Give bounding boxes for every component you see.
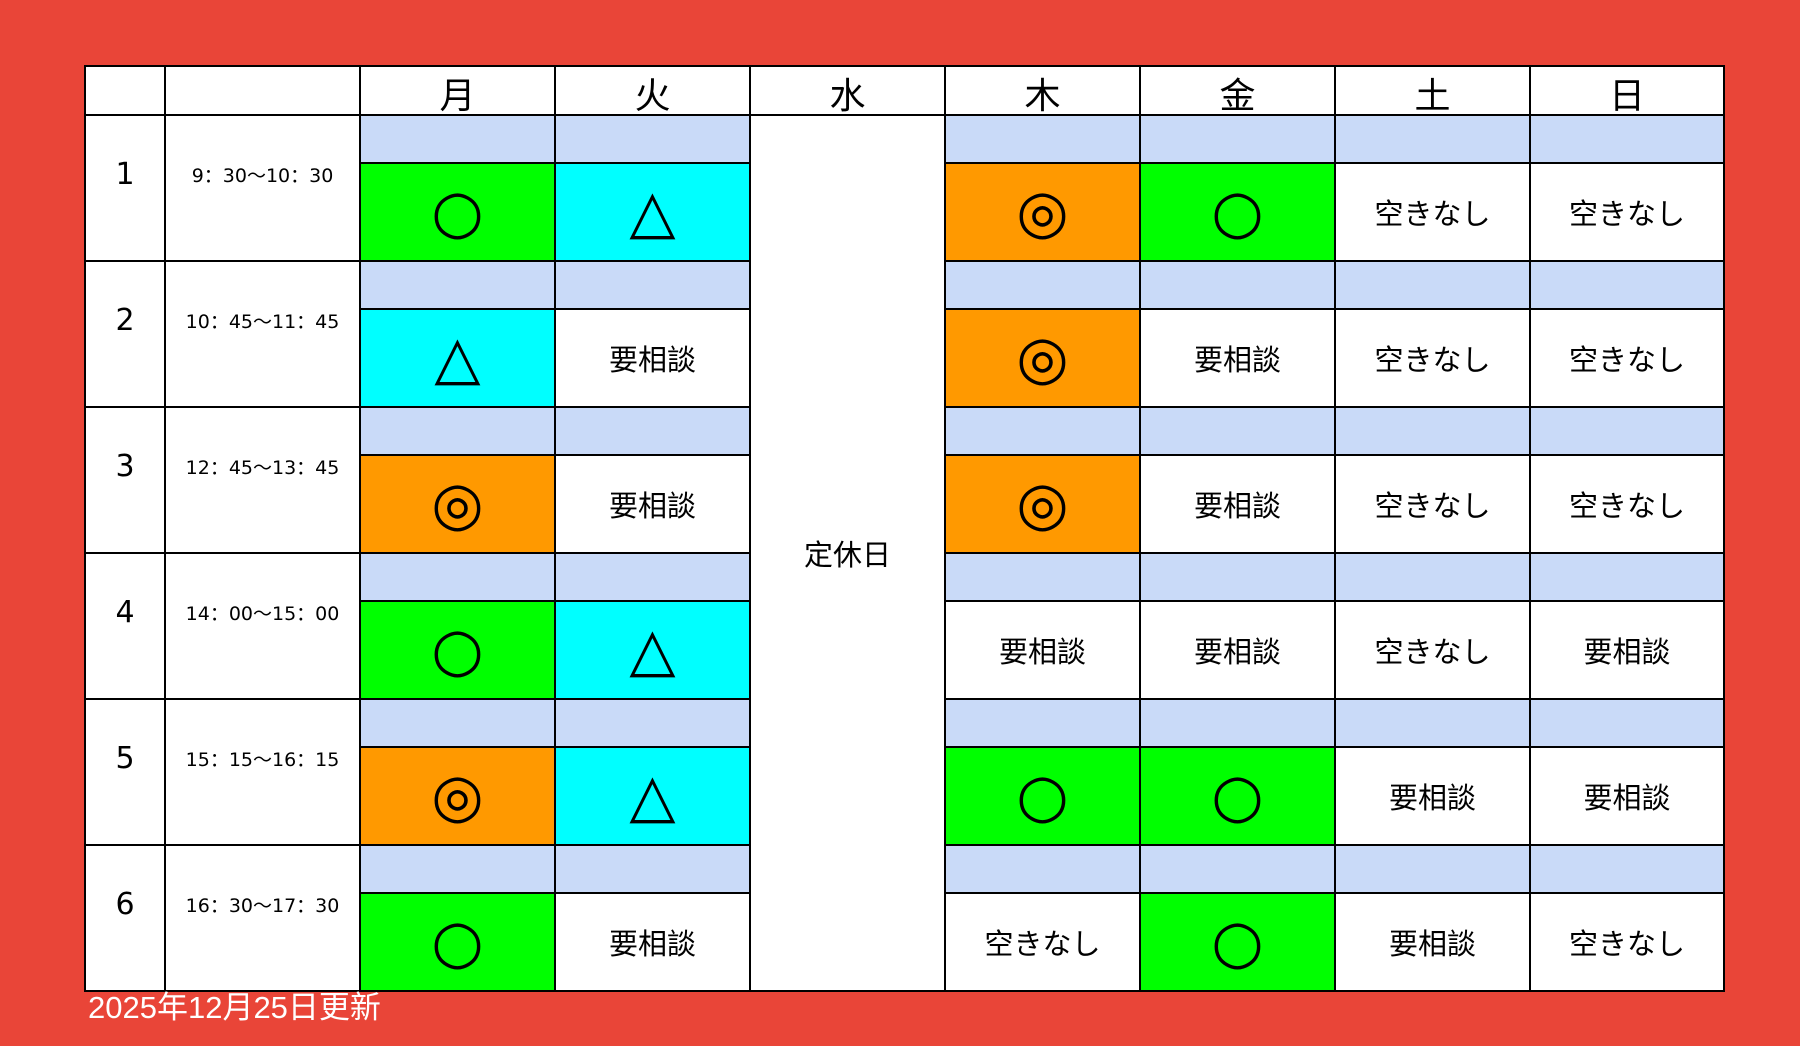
slot-subrow <box>1531 408 1723 454</box>
slot-subrow <box>946 408 1139 454</box>
header-day: 月 <box>361 67 554 117</box>
slot-subrow <box>946 116 1139 162</box>
slot-subrow <box>946 262 1139 308</box>
double-circle-available-icon[interactable]: ◎ <box>946 456 1139 552</box>
slot-subrow <box>946 846 1139 892</box>
full-cell[interactable]: 空きなし <box>1336 456 1529 552</box>
slot-subrow <box>361 116 554 162</box>
full-cell[interactable]: 空きなし <box>1531 894 1723 990</box>
slot-number: 5 <box>86 700 164 844</box>
slot-time: 16：30〜17：30 <box>166 846 359 990</box>
slot-subrow <box>556 700 749 746</box>
slot-number: 4 <box>86 554 164 698</box>
full-cell[interactable]: 空きなし <box>1531 164 1723 260</box>
full-cell[interactable]: 空きなし <box>1336 602 1529 698</box>
slot-subrow <box>556 262 749 308</box>
double-circle-available-icon[interactable]: ◎ <box>361 748 554 844</box>
triangle-few-icon[interactable]: △ <box>556 602 749 698</box>
circle-available-icon[interactable]: ○ <box>1141 894 1334 990</box>
slot-subrow <box>361 846 554 892</box>
header-day: 金 <box>1141 67 1334 117</box>
slot-subrow <box>1141 554 1334 600</box>
header-corner <box>86 67 164 114</box>
circle-available-icon[interactable]: ○ <box>1141 164 1334 260</box>
slot-subrow <box>361 408 554 454</box>
slot-subrow <box>1141 408 1334 454</box>
full-cell[interactable]: 空きなし <box>1336 164 1529 260</box>
consult-cell[interactable]: 要相談 <box>1141 456 1334 552</box>
slot-number: 1 <box>86 116 164 260</box>
slot-subrow <box>556 846 749 892</box>
header-day: 水 <box>751 67 944 117</box>
slot-subrow <box>556 554 749 600</box>
slot-number: 2 <box>86 262 164 406</box>
slot-subrow <box>1531 116 1723 162</box>
header-time <box>166 67 359 114</box>
slot-subrow <box>946 554 1139 600</box>
slot-subrow <box>1336 408 1529 454</box>
full-cell[interactable]: 空きなし <box>1531 310 1723 406</box>
slot-subrow <box>361 554 554 600</box>
consult-cell[interactable]: 要相談 <box>556 456 749 552</box>
full-cell[interactable]: 空きなし <box>946 894 1139 990</box>
slot-subrow <box>556 408 749 454</box>
full-cell[interactable]: 空きなし <box>1531 456 1723 552</box>
triangle-few-icon[interactable]: △ <box>556 164 749 260</box>
slot-subrow <box>1531 262 1723 308</box>
slot-time: 10：45〜11：45 <box>166 262 359 406</box>
slot-subrow <box>1336 116 1529 162</box>
consult-cell[interactable]: 要相談 <box>1531 748 1723 844</box>
consult-cell[interactable]: 要相談 <box>946 602 1139 698</box>
consult-cell[interactable]: 要相談 <box>556 310 749 406</box>
schedule-table: 月火水木金土日定休日 1 9：30〜10：30 ○ △ ◎ ○ 空きなし 空きなし 2 10：45〜… <box>84 65 1725 992</box>
double-circle-available-icon[interactable]: ◎ <box>946 310 1139 406</box>
slot-subrow <box>1336 262 1529 308</box>
slot-subrow <box>1531 700 1723 746</box>
consult-cell[interactable]: 要相談 <box>1141 602 1334 698</box>
double-circle-available-icon[interactable]: ◎ <box>946 164 1139 260</box>
slot-subrow <box>1531 554 1723 600</box>
slot-subrow <box>361 262 554 308</box>
circle-available-icon[interactable]: ○ <box>361 602 554 698</box>
slot-subrow <box>556 116 749 162</box>
header-day: 日 <box>1531 67 1723 117</box>
consult-cell[interactable]: 要相談 <box>1336 748 1529 844</box>
slot-subrow <box>1531 846 1723 892</box>
header-day: 火 <box>556 67 749 117</box>
consult-cell[interactable]: 要相談 <box>1336 894 1529 990</box>
double-circle-available-icon[interactable]: ◎ <box>361 456 554 552</box>
slot-number: 6 <box>86 846 164 990</box>
slot-subrow <box>1336 700 1529 746</box>
slot-subrow <box>1141 116 1334 162</box>
slot-subrow <box>1141 846 1334 892</box>
consult-cell[interactable]: 要相談 <box>1141 310 1334 406</box>
full-cell[interactable]: 空きなし <box>1336 310 1529 406</box>
slot-time: 15：15〜16：15 <box>166 700 359 844</box>
updated-date: 2025年12月25日更新 <box>88 990 381 1025</box>
header-day: 土 <box>1336 67 1529 117</box>
circle-available-icon[interactable]: ○ <box>361 894 554 990</box>
closed-day-cell: 定休日 <box>751 116 944 990</box>
slot-subrow <box>946 700 1139 746</box>
triangle-few-icon[interactable]: △ <box>361 310 554 406</box>
header-day: 木 <box>946 67 1139 117</box>
triangle-few-icon[interactable]: △ <box>556 748 749 844</box>
slot-number: 3 <box>86 408 164 552</box>
circle-available-icon[interactable]: ○ <box>946 748 1139 844</box>
slot-subrow <box>1336 846 1529 892</box>
slot-time: 14：00〜15：00 <box>166 554 359 698</box>
slot-subrow <box>1141 700 1334 746</box>
slot-time: 12：45〜13：45 <box>166 408 359 552</box>
circle-available-icon[interactable]: ○ <box>361 164 554 260</box>
consult-cell[interactable]: 要相談 <box>1531 602 1723 698</box>
consult-cell[interactable]: 要相談 <box>556 894 749 990</box>
slot-subrow <box>361 700 554 746</box>
circle-available-icon[interactable]: ○ <box>1141 748 1334 844</box>
slot-time: 9：30〜10：30 <box>166 116 359 260</box>
slot-subrow <box>1141 262 1334 308</box>
slot-subrow <box>1336 554 1529 600</box>
